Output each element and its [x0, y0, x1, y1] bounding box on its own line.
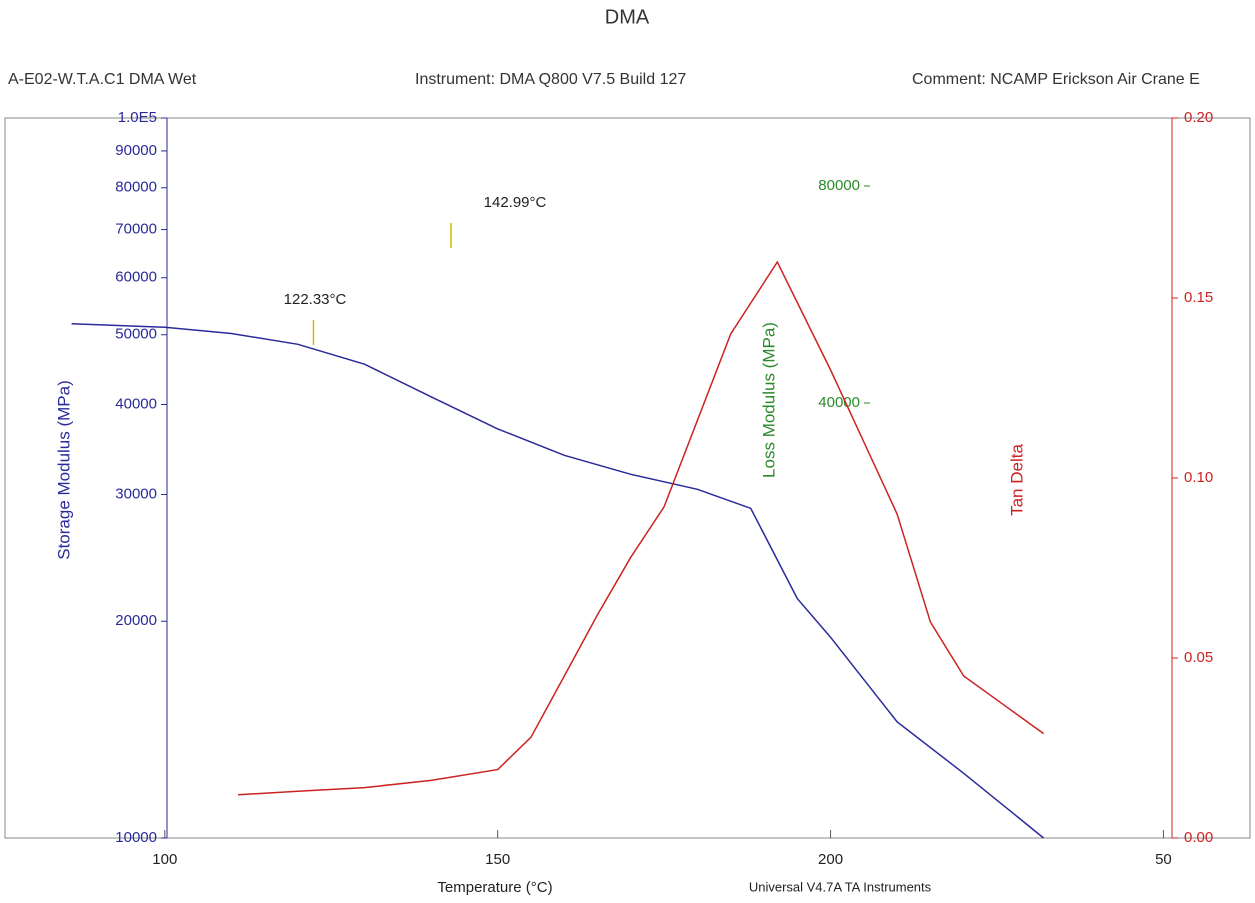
y-tick-label: 10000: [115, 829, 157, 846]
annotation: 122.33°C: [284, 291, 347, 308]
x-tick-label: 50: [1155, 851, 1172, 868]
y2-tick-label: 0.10: [1184, 469, 1213, 486]
plot-frame: [4, 117, 1251, 839]
y-tick-label: 90000: [115, 142, 157, 159]
y-tick-label: 60000: [115, 269, 157, 286]
y-tick-label: 80000: [115, 179, 157, 196]
x-axis-label: Temperature (°C): [437, 879, 552, 896]
y2-axis-label: Tan Delta: [1007, 444, 1026, 516]
y2-tick-label: 0.00: [1184, 829, 1213, 846]
y-tick-label: 70000: [115, 220, 157, 237]
y-tick-label: 40000: [115, 395, 157, 412]
sample: A-E02-W.T.A.C1 DMA Wet: [8, 71, 197, 88]
comment: Comment: NCAMP Erickson Air Crane E: [912, 71, 1200, 88]
instrument: Instrument: DMA Q800 V7.5 Build 127: [415, 71, 686, 88]
y-tick-label: 20000: [115, 612, 157, 629]
y-tick-label: 30000: [115, 485, 157, 502]
y2-tick-label: 0.15: [1184, 289, 1213, 306]
y-axis-label: Storage Modulus (MPa): [54, 380, 73, 560]
y-tick-label: 50000: [115, 326, 157, 343]
y3-tick-label: 80000: [818, 177, 860, 194]
y2-tick-label: 0.20: [1184, 109, 1213, 126]
x-tick-label: 150: [485, 851, 510, 868]
x-tick-label: 100: [152, 851, 177, 868]
y3-tick-label: 40000: [818, 394, 860, 411]
x-tick-label: 200: [818, 851, 843, 868]
footer: Universal V4.7A TA Instruments: [749, 879, 932, 894]
y-tick-label: 1.0E5: [118, 109, 157, 126]
y3-axis-label: Loss Modulus (MPa): [759, 322, 778, 478]
chart-title: DMA: [605, 6, 650, 28]
series-line: [237, 260, 1045, 796]
series-line: [71, 322, 1045, 839]
y2-tick-label: 0.05: [1184, 649, 1213, 666]
annotation: 142.99°C: [484, 194, 547, 211]
